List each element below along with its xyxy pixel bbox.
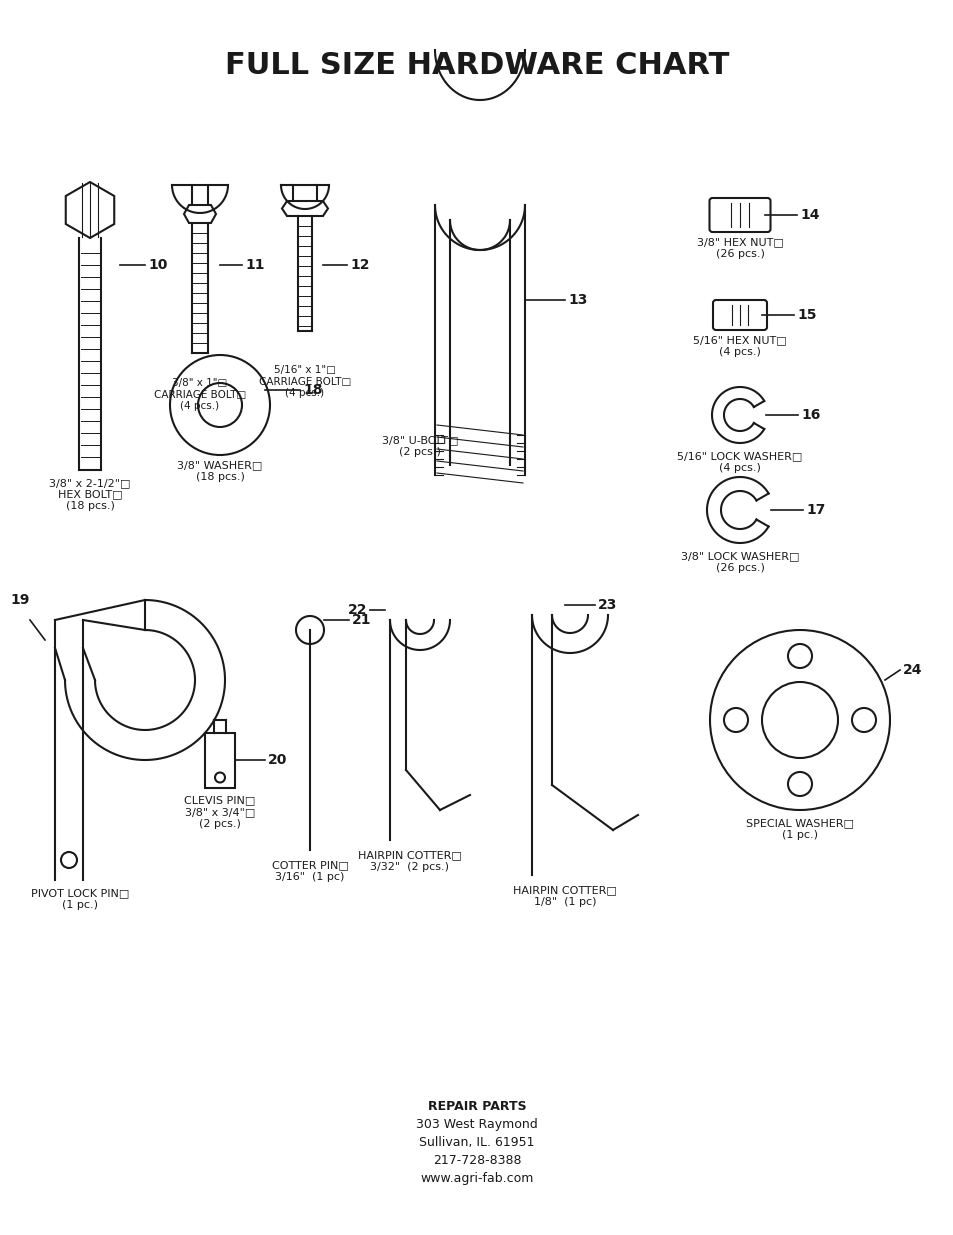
Bar: [205, 732, 234, 788]
Text: 17: 17: [805, 503, 824, 517]
Text: 13: 13: [567, 293, 587, 308]
Text: PIVOT LOCK PIN□
(1 pc.): PIVOT LOCK PIN□ (1 pc.): [30, 888, 129, 910]
Text: 10: 10: [148, 258, 167, 272]
Text: 20: 20: [268, 753, 287, 767]
Text: 3/8" WASHER□
(18 pcs.): 3/8" WASHER□ (18 pcs.): [177, 459, 262, 482]
Text: 5/16" x 1"□
CARRIAGE BOLT□
(4 pcs.): 5/16" x 1"□ CARRIAGE BOLT□ (4 pcs.): [258, 366, 351, 398]
Text: CLEVIS PIN□
3/8" x 3/4"□
(2 pcs.): CLEVIS PIN□ 3/8" x 3/4"□ (2 pcs.): [184, 795, 255, 829]
Text: 3/8" x 2-1/2"□
HEX BOLT□
(18 pcs.): 3/8" x 2-1/2"□ HEX BOLT□ (18 pcs.): [50, 478, 131, 511]
Text: 12: 12: [350, 258, 369, 272]
Text: www.agri-fab.com: www.agri-fab.com: [420, 1172, 533, 1186]
Text: 3/8" HEX NUT□
(26 pcs.): 3/8" HEX NUT□ (26 pcs.): [696, 237, 782, 258]
Text: 14: 14: [800, 207, 820, 222]
Text: 23: 23: [598, 598, 617, 613]
Text: REPAIR PARTS: REPAIR PARTS: [427, 1100, 526, 1113]
Text: 15: 15: [796, 308, 816, 322]
Text: FULL SIZE HARDWARE CHART: FULL SIZE HARDWARE CHART: [225, 51, 728, 79]
Text: 19: 19: [10, 593, 30, 606]
Text: 3/8" LOCK WASHER□
(26 pcs.): 3/8" LOCK WASHER□ (26 pcs.): [680, 551, 799, 573]
Text: 217-728-8388: 217-728-8388: [433, 1153, 520, 1167]
Text: 3/8" U-BOLT□
(2 pcs.): 3/8" U-BOLT□ (2 pcs.): [381, 435, 457, 457]
Text: SPECIAL WASHER□
(1 pc.): SPECIAL WASHER□ (1 pc.): [745, 818, 853, 840]
Text: 24: 24: [902, 663, 922, 677]
Text: HAIRPIN COTTER□
1/8"  (1 pc): HAIRPIN COTTER□ 1/8" (1 pc): [513, 885, 617, 906]
Text: 303 West Raymond: 303 West Raymond: [416, 1118, 537, 1131]
Text: 5/16" LOCK WASHER□
(4 pcs.): 5/16" LOCK WASHER□ (4 pcs.): [677, 451, 801, 473]
Text: 5/16" HEX NUT□
(4 pcs.): 5/16" HEX NUT□ (4 pcs.): [693, 335, 786, 357]
Text: 21: 21: [352, 613, 371, 627]
Text: 16: 16: [801, 408, 820, 422]
Text: 11: 11: [245, 258, 264, 272]
Text: 22: 22: [347, 603, 367, 618]
Text: 18: 18: [303, 383, 322, 396]
Text: COTTER PIN□
3/16"  (1 pc): COTTER PIN□ 3/16" (1 pc): [272, 860, 348, 882]
Text: Sullivan, IL. 61951: Sullivan, IL. 61951: [418, 1136, 535, 1149]
Text: HAIRPIN COTTER□
3/32"  (2 pcs.): HAIRPIN COTTER□ 3/32" (2 pcs.): [357, 850, 461, 872]
Text: 3/8" x 1"□
CARRIAGE BOLT□
(4 pcs.): 3/8" x 1"□ CARRIAGE BOLT□ (4 pcs.): [153, 378, 246, 411]
